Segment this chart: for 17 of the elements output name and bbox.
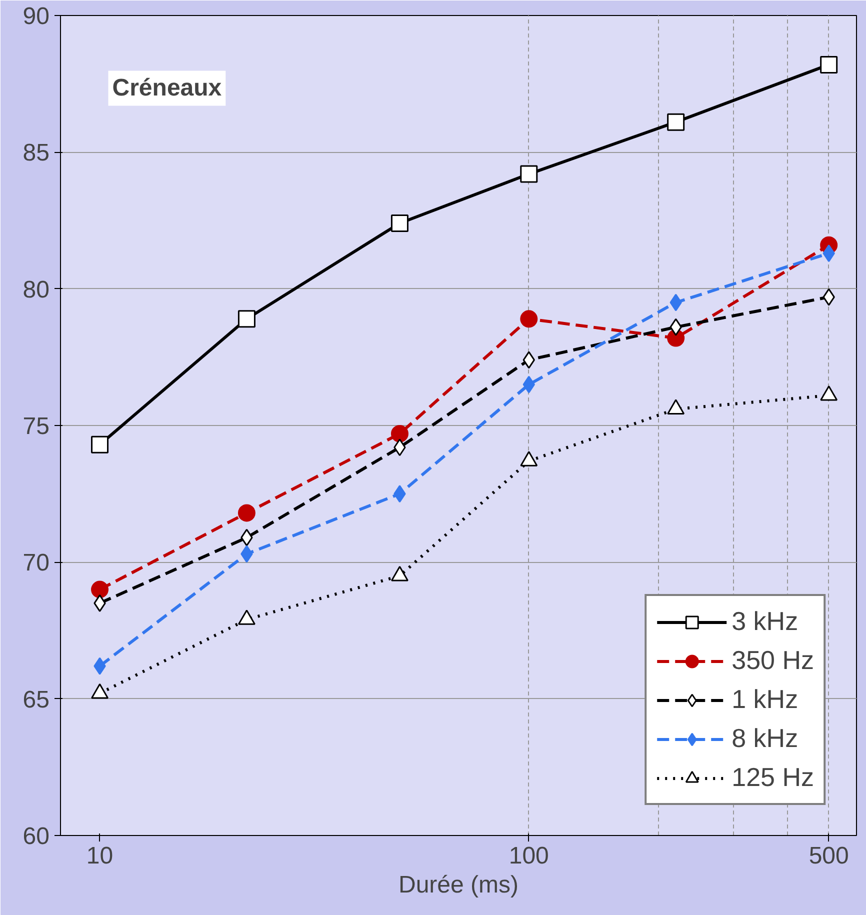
legend-label: 1 kHz [732,684,798,715]
x-tick-label: 100 [508,842,549,870]
annotation: Créneaux [112,74,222,102]
y-tick-label: 70 [22,550,50,577]
y-tick-label: 75 [22,413,50,440]
y-tick-label: 85 [22,140,50,167]
y-tick-label: 80 [22,276,50,304]
y-tick-label: 60 [22,823,50,850]
legend-label: 8 kHz [732,723,798,754]
legend-label: 350 Hz [732,645,814,676]
legend-label: 3 kHz [732,606,798,637]
legend-label: 125 Hz [732,762,814,793]
y-tick-label: 90 [22,3,50,30]
x-axis-title: Durée (ms) [398,872,519,898]
y-tick-label: 65 [22,686,50,714]
x-tick-label: 500 [808,842,849,870]
x-tick-label: 10 [86,842,114,870]
